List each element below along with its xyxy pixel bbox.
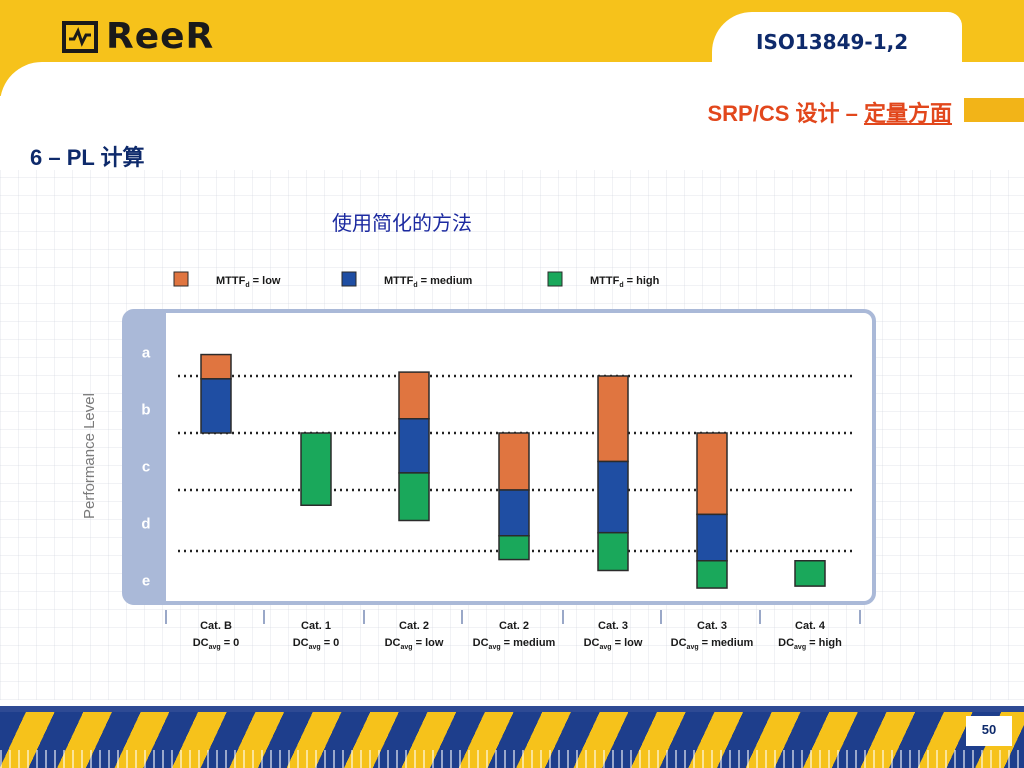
level-label-b: b — [141, 402, 150, 419]
dc-label-5: DCavg = low — [584, 637, 643, 651]
section-title: SRP/CS 设计 – 定量方面 — [708, 96, 953, 128]
legend-swatch-high — [547, 271, 563, 287]
bar-4-low — [498, 432, 530, 491]
bar-1-low — [200, 353, 232, 380]
slide-subtitle: 使用简化的方法 — [332, 213, 472, 235]
page-number-box — [966, 716, 1012, 746]
level-label-a: a — [142, 345, 151, 362]
legend-label-medium: MTTFd = medium — [384, 275, 473, 289]
dc-label-2: DCavg = 0 — [293, 637, 340, 651]
category-label-5: Cat. 3 — [598, 620, 628, 632]
dc-label-6: DCavg = medium — [671, 637, 754, 651]
dc-label-4: DCavg = medium — [473, 637, 556, 651]
bar-2-high — [300, 432, 332, 506]
section-title-underlined: 定量方面 — [863, 101, 952, 126]
bar-7-high — [794, 560, 826, 587]
level-label-e: e — [142, 573, 150, 590]
level-label-c: c — [142, 459, 150, 476]
dc-label-1: DCavg = 0 — [193, 637, 240, 651]
logo-text: ReeR — [106, 16, 215, 57]
legend-label-low: MTTFd = low — [216, 275, 281, 289]
bar-5-medium — [597, 460, 629, 534]
page-number: 50 — [981, 722, 997, 737]
bar-4-high — [498, 535, 530, 561]
reer-logo: ReeR — [62, 16, 214, 57]
level-axis-strip — [126, 313, 166, 601]
level-label-d: d — [141, 516, 150, 533]
performance-level-chart: a b c d e Cat. B DCavg = 0 Cat. 1 DCavg = 0 Cat. … — [81, 271, 876, 651]
y-axis-label: Performance Level — [81, 393, 98, 519]
category-label-4: Cat. 2 — [499, 620, 529, 632]
iso-tab — [712, 12, 962, 66]
bar-6-medium — [696, 513, 728, 562]
category-label-1: Cat. B — [200, 620, 232, 632]
header-curve — [0, 62, 1024, 108]
title-accent-bar — [964, 98, 1024, 122]
legend-swatch-low — [173, 271, 189, 287]
reer-logo-icon — [62, 20, 98, 53]
category-label-7: Cat. 4 — [795, 620, 826, 632]
bar-5-low — [597, 375, 629, 463]
category-label-6: Cat. 3 — [697, 620, 727, 632]
bar-3-medium — [398, 418, 430, 474]
iso-standard-label: ISO13849-1,2 — [756, 30, 909, 54]
footer-top-line — [0, 706, 1024, 712]
bar-3-high — [398, 472, 430, 522]
legend-label-high: MTTFd = high — [590, 275, 660, 289]
category-label-2: Cat. 1 — [301, 620, 331, 632]
slide-heading: 6 – PL 计算 — [30, 145, 145, 170]
bar-3-low — [398, 371, 430, 420]
bar-6-low — [696, 432, 728, 516]
dc-label-7: DCavg = high — [778, 637, 842, 651]
footer-ruler — [0, 750, 1024, 768]
category-label-3: Cat. 2 — [399, 620, 429, 632]
bar-5-high — [597, 531, 629, 572]
legend-swatch-medium — [341, 271, 357, 287]
bar-6-high — [696, 560, 728, 589]
dc-label-3: DCavg = low — [385, 637, 444, 651]
bar-1-medium — [200, 378, 232, 434]
section-title-prefix: SRP/CS 设计 – — [707, 101, 864, 126]
bar-4-medium — [498, 489, 530, 537]
